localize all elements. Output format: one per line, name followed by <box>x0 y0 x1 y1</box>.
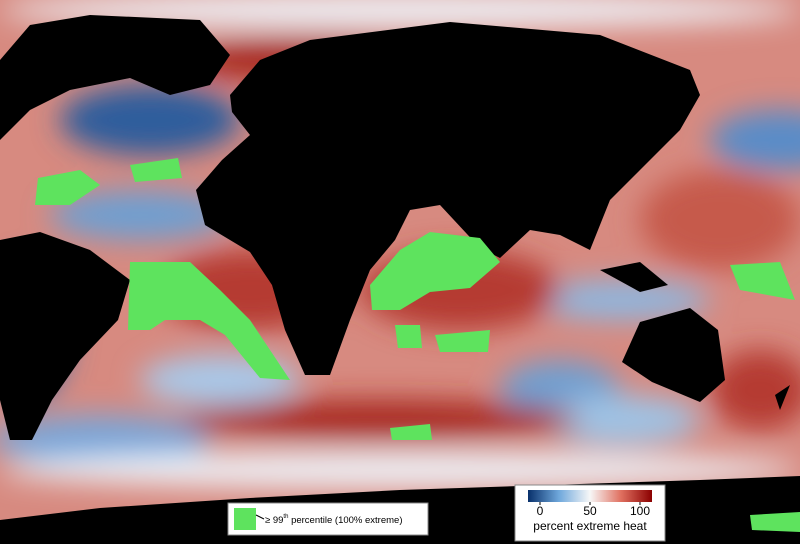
legend-suffix: percentile (100% extreme) <box>288 515 402 526</box>
legend-pointer <box>255 514 265 520</box>
extreme-patches <box>35 158 800 532</box>
colorbar-title: percent extreme heat <box>533 519 647 533</box>
colorbar-tick-label: 50 <box>583 504 597 518</box>
legend-box <box>227 502 429 536</box>
legend: ≥ 99th percentile (100% extreme) <box>227 502 429 536</box>
colorbar-tick-label: 0 <box>537 504 544 518</box>
colorbar-tick-label: 100 <box>630 504 650 518</box>
colorbar: percent extreme heat 0 50 100 <box>514 484 666 542</box>
legend-sup: th <box>283 514 288 520</box>
legend-prefix: ≥ 99 <box>265 515 283 526</box>
legend-label: ≥ 99th percentile (100% extreme) <box>265 514 403 526</box>
colorbar-gradient <box>528 490 652 502</box>
legend-swatch <box>234 508 256 530</box>
